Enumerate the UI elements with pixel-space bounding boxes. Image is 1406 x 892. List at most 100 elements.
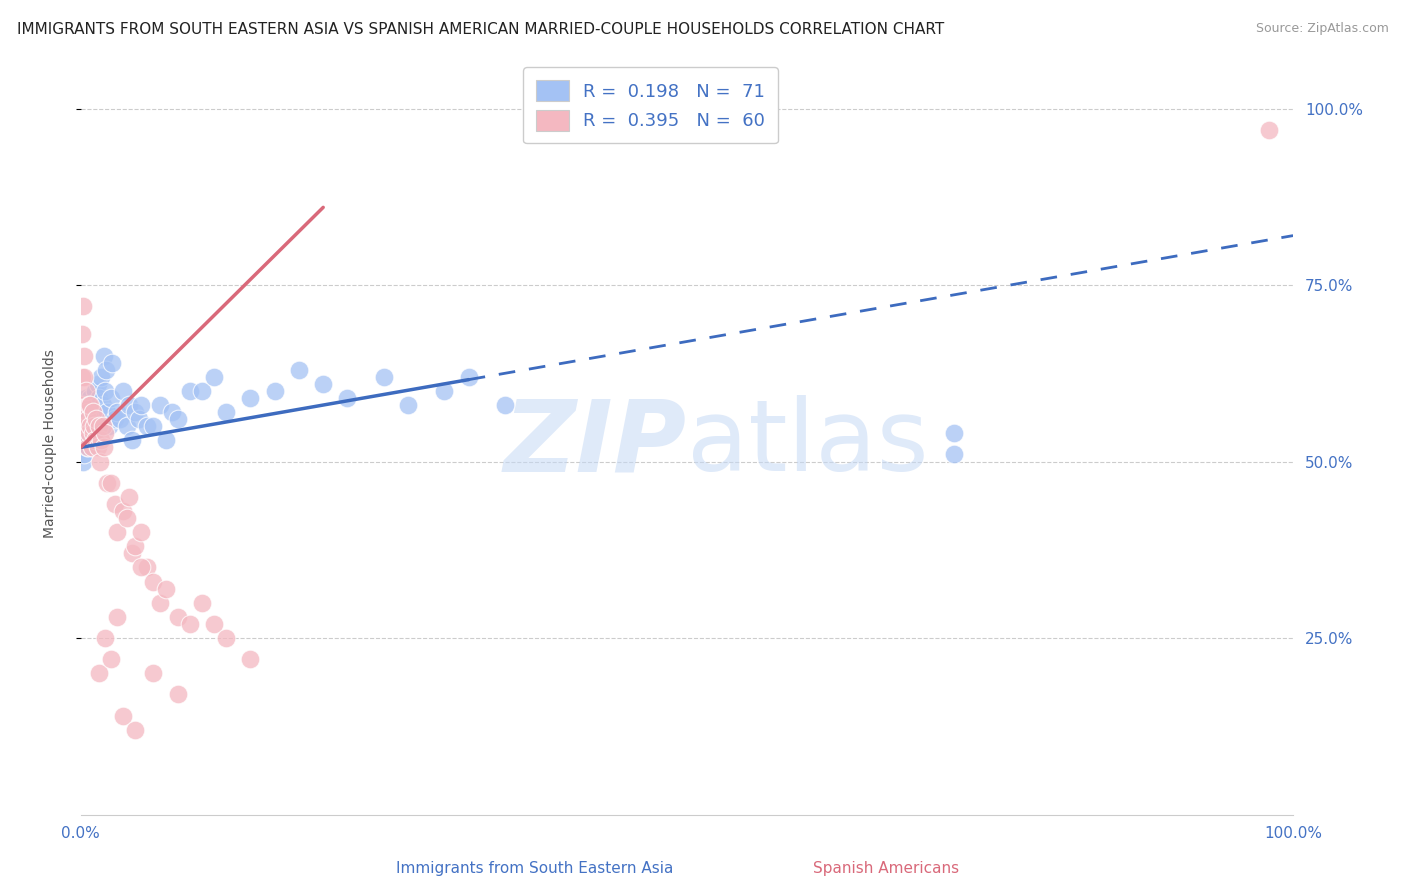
- Point: [433, 384, 456, 398]
- Point: [72, 299, 94, 313]
- Point: [148, 398, 170, 412]
- Point: [124, 539, 146, 553]
- Point: [75, 384, 97, 398]
- Point: [131, 560, 153, 574]
- Point: [142, 666, 165, 681]
- Point: [494, 398, 516, 412]
- Point: [79, 419, 101, 434]
- Point: [179, 616, 201, 631]
- Point: [76, 419, 98, 434]
- Point: [131, 525, 153, 540]
- Point: [101, 356, 124, 370]
- Point: [121, 434, 143, 448]
- Text: ZIP: ZIP: [503, 395, 688, 492]
- Point: [166, 412, 188, 426]
- Point: [79, 391, 101, 405]
- Point: [76, 398, 98, 412]
- Point: [191, 596, 214, 610]
- Point: [87, 666, 110, 681]
- Point: [80, 412, 103, 426]
- Point: [72, 405, 94, 419]
- Point: [239, 652, 262, 666]
- Point: [160, 405, 183, 419]
- Point: [82, 405, 104, 419]
- Point: [96, 405, 118, 419]
- Point: [166, 610, 188, 624]
- Text: Immigrants from South Eastern Asia: Immigrants from South Eastern Asia: [395, 861, 673, 876]
- Point: [104, 412, 127, 426]
- Point: [86, 376, 108, 391]
- Point: [179, 384, 201, 398]
- Point: [239, 391, 262, 405]
- Point: [73, 369, 96, 384]
- Point: [94, 426, 117, 441]
- Point: [75, 412, 97, 426]
- Point: [100, 475, 122, 490]
- Point: [336, 391, 359, 405]
- Point: [77, 441, 100, 455]
- Point: [124, 723, 146, 737]
- Point: [215, 631, 238, 645]
- Point: [83, 419, 105, 434]
- Point: [148, 596, 170, 610]
- Point: [84, 434, 107, 448]
- Point: [83, 405, 105, 419]
- Point: [104, 497, 127, 511]
- Point: [100, 391, 122, 405]
- Point: [124, 405, 146, 419]
- Legend: R =  0.198   N =  71, R =  0.395   N =  60: R = 0.198 N = 71, R = 0.395 N = 60: [523, 68, 778, 144]
- Point: [202, 616, 225, 631]
- Point: [112, 384, 135, 398]
- Point: [73, 419, 96, 434]
- Point: [82, 398, 104, 412]
- Point: [373, 369, 395, 384]
- Point: [86, 412, 108, 426]
- Point: [457, 369, 479, 384]
- Point: [155, 582, 177, 596]
- Point: [77, 398, 100, 412]
- Point: [115, 419, 138, 434]
- Point: [155, 434, 177, 448]
- Point: [215, 405, 238, 419]
- Point: [89, 454, 111, 468]
- Point: [77, 426, 100, 441]
- Point: [90, 434, 112, 448]
- Point: [942, 447, 965, 461]
- Point: [84, 384, 107, 398]
- Text: atlas: atlas: [688, 395, 928, 492]
- Text: IMMIGRANTS FROM SOUTH EASTERN ASIA VS SPANISH AMERICAN MARRIED-COUPLE HOUSEHOLDS: IMMIGRANTS FROM SOUTH EASTERN ASIA VS SP…: [17, 22, 943, 37]
- Point: [136, 560, 159, 574]
- Point: [97, 419, 120, 434]
- Point: [112, 504, 135, 518]
- Point: [396, 398, 419, 412]
- Point: [202, 369, 225, 384]
- Point: [105, 610, 128, 624]
- Point: [288, 363, 311, 377]
- Point: [93, 441, 115, 455]
- Text: Source: ZipAtlas.com: Source: ZipAtlas.com: [1256, 22, 1389, 36]
- Point: [75, 419, 97, 434]
- Point: [112, 708, 135, 723]
- Point: [1257, 122, 1279, 136]
- Point: [73, 447, 96, 461]
- Point: [75, 434, 97, 448]
- Point: [73, 349, 96, 363]
- Y-axis label: Married-couple Households: Married-couple Households: [44, 350, 58, 538]
- Point: [70, 441, 93, 455]
- Point: [72, 426, 94, 441]
- Point: [94, 384, 117, 398]
- Point: [70, 419, 93, 434]
- Point: [118, 490, 141, 504]
- Point: [79, 398, 101, 412]
- Point: [136, 419, 159, 434]
- Point: [90, 369, 112, 384]
- Point: [105, 525, 128, 540]
- Point: [105, 405, 128, 419]
- Point: [80, 441, 103, 455]
- Point: [87, 391, 110, 405]
- Point: [82, 426, 104, 441]
- Point: [89, 405, 111, 419]
- Point: [87, 419, 110, 434]
- Point: [76, 441, 98, 455]
- Point: [115, 511, 138, 525]
